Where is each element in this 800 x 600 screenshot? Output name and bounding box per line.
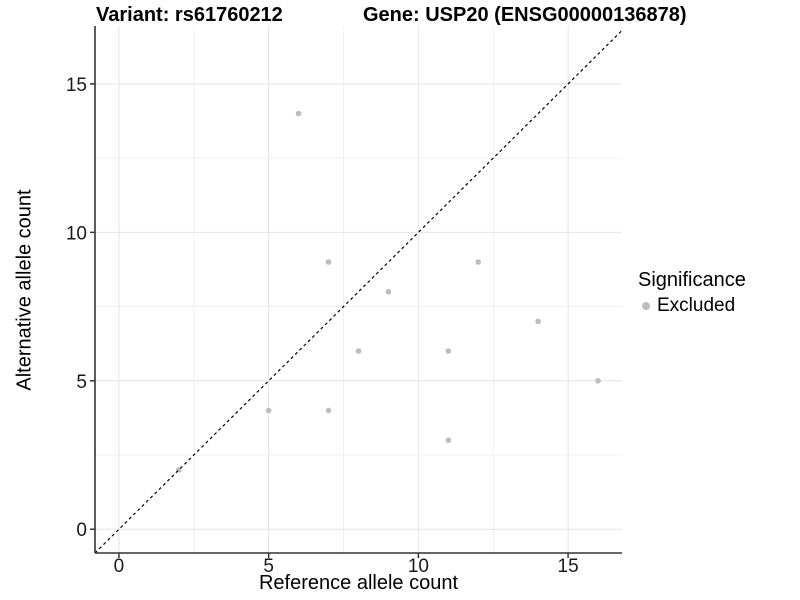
data-point [355,348,362,354]
y-tick-label: 5 [76,372,87,393]
y-tick-label: 0 [76,520,87,541]
x-tick-label: 15 [558,556,579,577]
data-point [475,259,482,265]
data-point [385,288,392,295]
data-point [295,110,302,117]
x-tick-label: 5 [263,556,274,577]
y-tick-label: 15 [66,75,87,96]
data-point [445,437,452,443]
data-point [535,318,541,325]
data-point [445,348,452,354]
plot-title-gene: Gene: USP20 (ENSG00000136878) [363,4,687,26]
data-point [325,259,332,265]
y-tick-label: 10 [66,223,87,244]
data-point [325,407,332,414]
legend: Significance Excluded [638,269,746,317]
plot-title-variant: Variant: rs61760212 [96,4,283,26]
x-axis-title: Reference allele count [258,572,458,594]
data-point [265,407,272,414]
data-point [595,377,601,384]
legend-point-icon [642,302,650,310]
legend-entry-label: Excluded [657,295,736,316]
x-tick-label: 10 [408,556,429,577]
y-axis-title: Alternative allele count [13,189,36,391]
legend-entry-excluded: Excluded [638,295,746,317]
identity-reference-line [94,30,623,554]
legend-title: Significance [638,269,746,291]
x-tick-label: 0 [114,556,125,577]
